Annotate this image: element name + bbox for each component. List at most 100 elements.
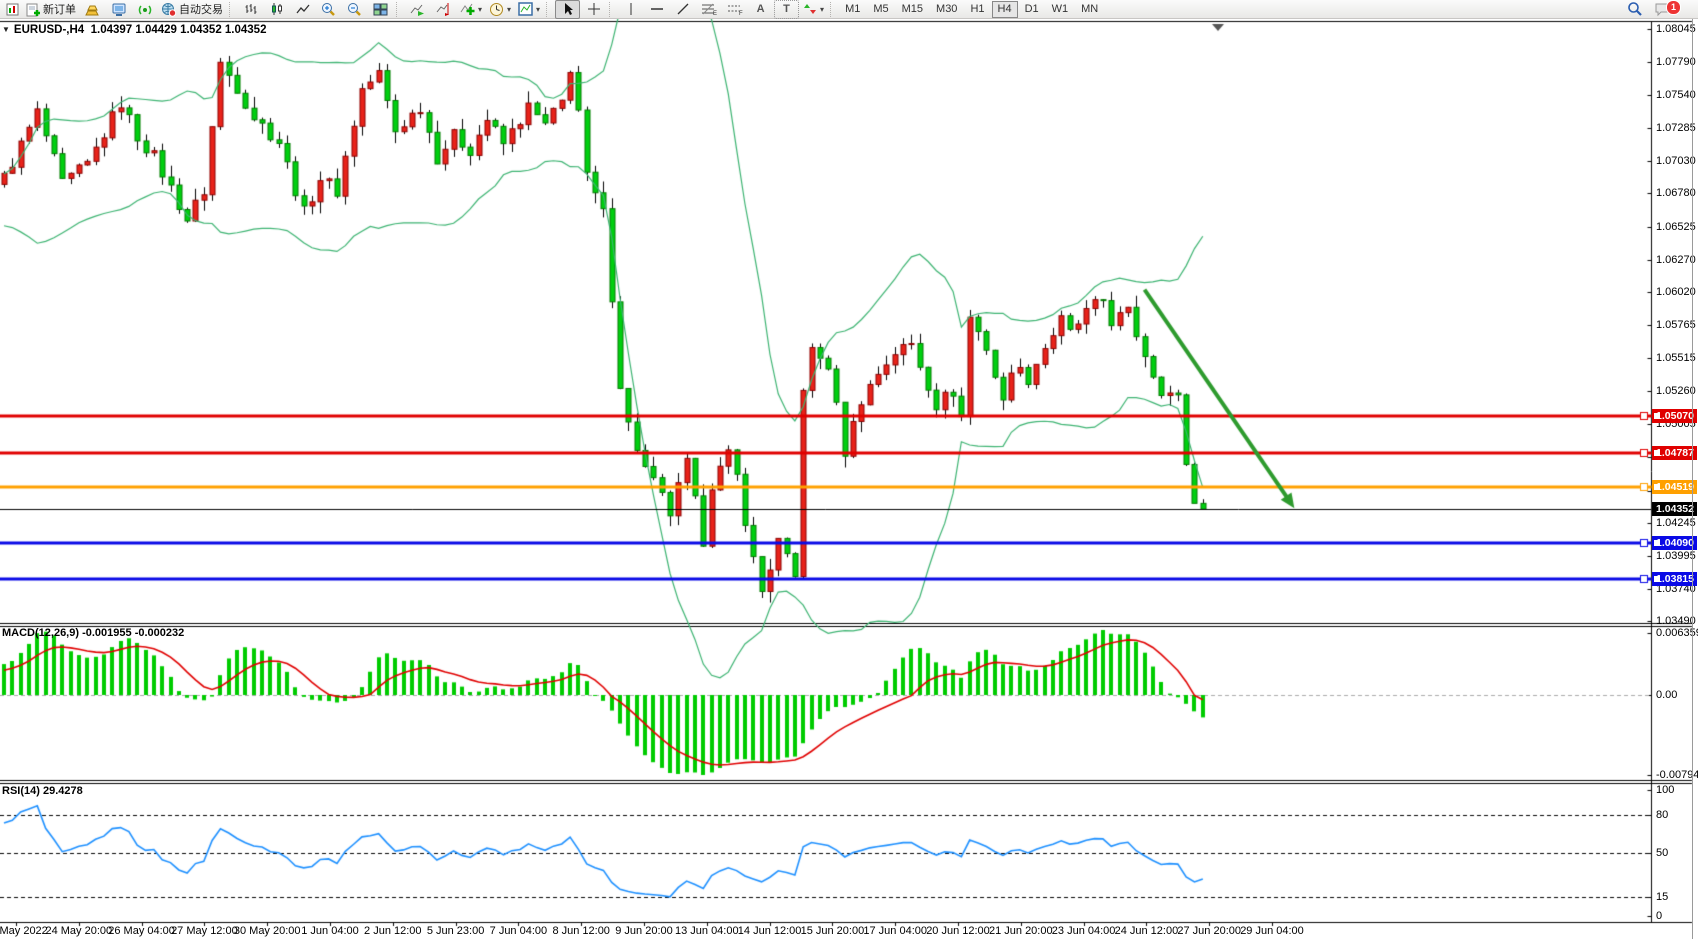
bar-chart-type-button[interactable] <box>238 0 263 19</box>
arrows-dropdown-caret[interactable]: ▾ <box>820 4 825 14</box>
time-tick-label: 9 Jun 20:00 <box>615 925 673 937</box>
hline-price-tag: 1.05070 <box>1652 408 1697 423</box>
timeframe-button-h1[interactable]: H1 <box>970 3 985 15</box>
autotrade-button[interactable]: 自动交易 <box>158 0 226 19</box>
tile-windows-button[interactable] <box>368 0 393 19</box>
macd-axis-label: -0.007949 <box>1656 769 1698 781</box>
new-chart-button[interactable] <box>2 0 22 19</box>
time-tick-label: 15 Jun 20:00 <box>800 925 865 937</box>
timeframe-button-m15[interactable]: M15 <box>901 3 924 15</box>
vertical-line-icon <box>626 2 636 16</box>
market-button[interactable] <box>80 0 105 19</box>
signal-icon <box>137 2 153 17</box>
rsi-axis-label: 100 <box>1656 784 1675 796</box>
toolbar-separator <box>609 1 615 17</box>
time-tick-label: 24 May 20:00 <box>45 925 113 937</box>
terminal-monitor-icon <box>111 2 127 17</box>
macd-indicator-label: MACD(12,26,9) -0.001955 -0.000232 <box>2 627 184 639</box>
tile-windows-icon <box>373 2 388 17</box>
label-tool-button[interactable]: T <box>774 0 800 19</box>
chart-symbol-period: EURUSD-,H4 <box>13 24 85 36</box>
time-tick-label: 20 Jun 12:00 <box>926 925 990 937</box>
macd-axis-label: 0.00 <box>1656 689 1678 701</box>
arrows-tool-button[interactable]: ▾ <box>800 0 827 19</box>
tag-anchor-square <box>1654 540 1660 547</box>
chart-context-arrow-icon[interactable]: ▼ <box>2 25 10 34</box>
timeframe-button-m30[interactable]: M30 <box>936 3 958 15</box>
time-tick-label: 1 Jun 04:00 <box>301 925 359 937</box>
arrows-icon <box>803 2 817 16</box>
time-tick-label: 14 Jun 12:00 <box>737 925 802 937</box>
candles-chart-icon <box>270 2 284 16</box>
new-order-button[interactable]: 新订单 <box>23 0 79 19</box>
macd-axis-label: 0.006359 <box>1656 627 1698 639</box>
signals-button[interactable] <box>132 0 157 19</box>
indicators-button[interactable]: ▾ <box>457 0 485 19</box>
rsi-name: RSI(14) <box>2 785 40 797</box>
label-tool-icon: T <box>783 3 790 15</box>
tag-anchor-square <box>1654 412 1660 419</box>
search-button[interactable] <box>1622 0 1647 19</box>
periods-button[interactable]: ▾ <box>486 0 514 19</box>
macd-main-value: -0.001955 <box>82 627 132 639</box>
timeframe-button-m5[interactable]: M5 <box>873 3 889 15</box>
timeframe-button-w1[interactable]: W1 <box>1051 3 1069 15</box>
timeframe-button-m1[interactable]: M1 <box>845 3 861 15</box>
time-tick-label: 17 Jun 04:00 <box>863 925 927 937</box>
price-tick-label: 1.06525 <box>1656 220 1696 233</box>
price-tick-label: 1.03490 <box>1656 615 1696 628</box>
cursor-tool-button[interactable] <box>555 0 581 19</box>
time-tick-label: 27 Jun 20:00 <box>1177 925 1241 937</box>
line-chart-type-button[interactable] <box>290 0 315 19</box>
time-tick-label: 2 Jun 12:00 <box>364 925 422 937</box>
templates-button[interactable]: ▾ <box>515 0 543 19</box>
indicators-plus-icon <box>460 2 475 16</box>
timeframe-button-d1[interactable]: D1 <box>1024 3 1039 15</box>
auto-scroll-button[interactable] <box>405 0 430 19</box>
terminal-button[interactable] <box>106 0 131 19</box>
time-tick-label: 23 Jun 04:00 <box>1051 925 1116 937</box>
fibonacci-tool-button[interactable]: E <box>696 0 721 19</box>
hline-price-tag: 1.04519 <box>1652 480 1697 495</box>
indicators-dropdown-caret[interactable]: ▾ <box>478 4 483 14</box>
toolbar-separator <box>546 1 552 17</box>
autotrade-label: 自动交易 <box>179 4 223 16</box>
rsi-indicator-label: RSI(14) 29.4278 <box>2 785 83 797</box>
channel-tool-button[interactable]: F <box>722 0 747 19</box>
tag-anchor-square <box>1654 449 1660 456</box>
periods-dropdown-caret[interactable]: ▾ <box>507 4 512 14</box>
chart-shift-button[interactable] <box>431 0 456 19</box>
new-order-icon <box>26 2 41 17</box>
trendline-icon <box>676 2 690 16</box>
cursor-icon <box>562 2 574 16</box>
rsi-value: 29.4278 <box>42 785 83 797</box>
text-tool-button[interactable]: A <box>748 0 773 19</box>
crosshair-tool-button[interactable] <box>581 0 606 19</box>
time-tick-label: 21 Jun 20:00 <box>988 925 1053 937</box>
vertical-line-tool-button[interactable] <box>618 0 643 19</box>
chart-window-icon <box>5 2 19 16</box>
autotrade-globe-icon <box>161 2 177 17</box>
hline-price-tag: 1.03815 <box>1652 572 1697 587</box>
template-chart-icon <box>518 2 533 16</box>
bars-chart-icon <box>244 2 258 16</box>
timeframe-button-mn[interactable]: MN <box>1081 3 1099 15</box>
svg-text:E: E <box>713 11 717 16</box>
gold-bars-icon <box>84 2 101 17</box>
text-tool-icon: A <box>756 3 765 15</box>
templates-dropdown-caret[interactable]: ▾ <box>536 4 541 14</box>
timeframe-button-h4[interactable]: H4 <box>991 0 1018 18</box>
zoom-in-button[interactable] <box>316 0 341 19</box>
fibonacci-icon: E <box>701 2 717 17</box>
time-tick-label: 23 May 2022 <box>0 925 48 937</box>
horizontal-line-tool-button[interactable] <box>644 0 669 19</box>
price-tick-label: 1.07790 <box>1656 56 1696 69</box>
trendline-tool-button[interactable] <box>670 0 695 19</box>
candle-chart-type-button[interactable] <box>264 0 289 19</box>
price-tick-label: 1.06270 <box>1656 253 1696 266</box>
zoom-out-button[interactable] <box>342 0 367 19</box>
time-tick-label: 27 May 12:00 <box>171 925 238 937</box>
notifications-button[interactable]: 1 <box>1651 0 1690 19</box>
